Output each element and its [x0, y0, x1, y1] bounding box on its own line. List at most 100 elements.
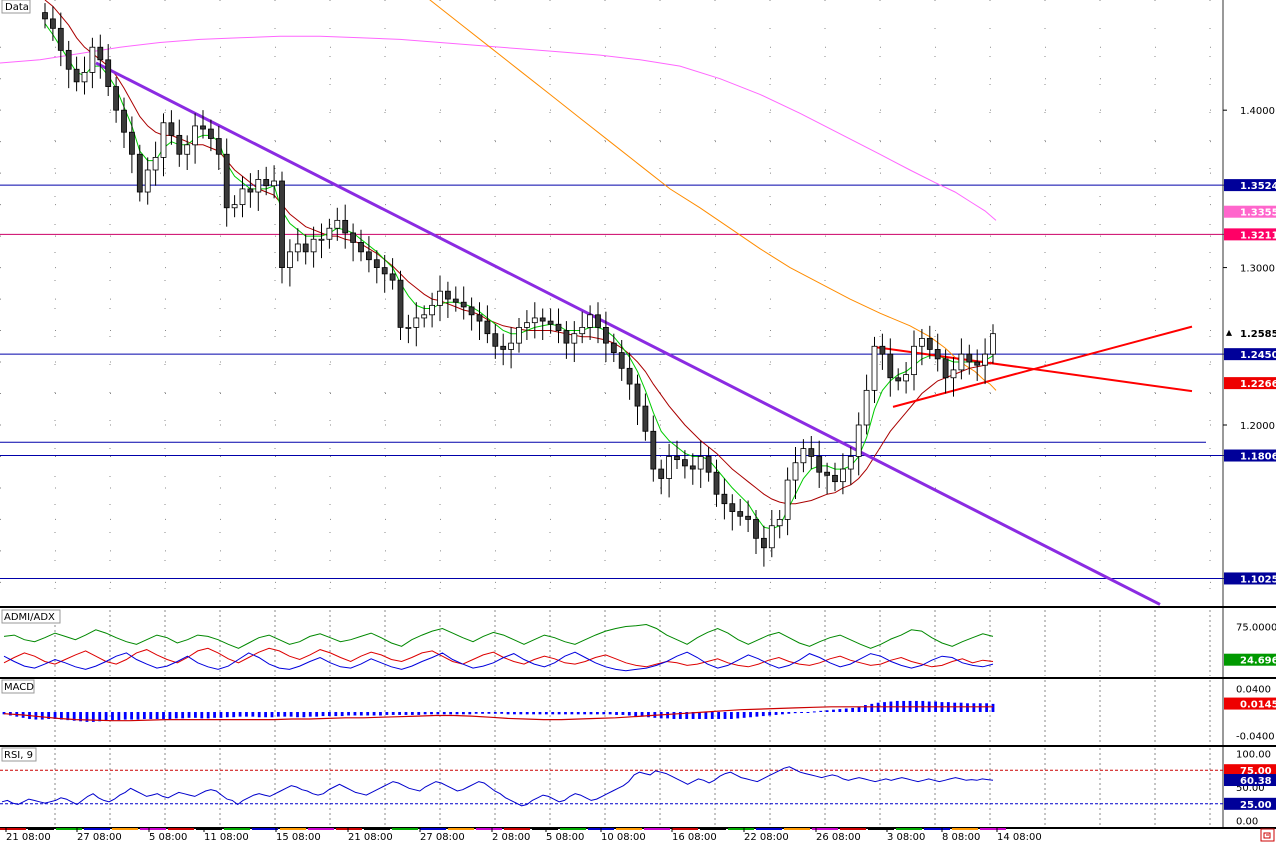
- candle-body: [207, 128, 214, 139]
- macd-bar-123: [787, 712, 791, 714]
- candle-62: [531, 302, 538, 339]
- current-price-label: 1.2585: [1240, 329, 1276, 340]
- macd-bar-50: [321, 712, 325, 717]
- session-stripe: [420, 828, 446, 830]
- pane-title-price: Data: [1, 0, 31, 14]
- macd-bar-152: [972, 703, 976, 712]
- macd-bar-101: [647, 712, 650, 718]
- macd-bar-108: [691, 712, 695, 719]
- candle-108: [895, 368, 902, 391]
- level-label-5: 1.1025: [1240, 574, 1276, 585]
- candle-64: [547, 308, 554, 334]
- candle-body: [666, 456, 672, 479]
- macd-bar-114: [729, 712, 733, 719]
- candle-body: [792, 462, 799, 481]
- candle-65: [555, 308, 562, 344]
- price-tick-label: 1.2000: [1240, 421, 1275, 432]
- candle-81: [682, 450, 688, 479]
- candle-body: [508, 342, 515, 350]
- candle-body: [350, 232, 357, 243]
- candle-46: [405, 314, 412, 344]
- session-stripe: [168, 828, 194, 830]
- corner-button[interactable]: [1260, 828, 1275, 842]
- purple-trendline[interactable]: [95, 61, 1161, 606]
- candle-body: [318, 238, 325, 241]
- macd-bar-77: [493, 712, 497, 714]
- candle-43: [381, 254, 388, 293]
- macd-signal-line: [3, 706, 993, 722]
- candle-body: [800, 448, 807, 464]
- candle-93: [776, 509, 783, 539]
- session-stripe: [280, 828, 306, 830]
- adx-pane-title: ADMI/ADX: [4, 612, 55, 623]
- candle-body: [705, 456, 712, 473]
- rsi-value-label: 60.38: [1240, 776, 1272, 787]
- macd-bar-127: [812, 711, 816, 713]
- session-stripe: [364, 828, 390, 830]
- macd-bar-80: [513, 712, 516, 715]
- triangle-pattern[interactable]: [874, 325, 1193, 408]
- macd-bar-97: [621, 712, 625, 715]
- rsi-grid: [0, 748, 1223, 826]
- session-stripe: [476, 828, 502, 830]
- macd-bar-73: [468, 712, 472, 715]
- time-tick-label: 27 08:00: [420, 832, 465, 842]
- candlesticks: [42, 3, 996, 567]
- candle-102: [847, 447, 854, 485]
- candle-59: [508, 327, 515, 369]
- session-stripe: [308, 828, 334, 830]
- macd-bar-87: [557, 712, 561, 715]
- candle-49: [429, 292, 436, 328]
- rsi-pane[interactable]: RSI, 9: [0, 747, 1223, 826]
- candle-body: [832, 474, 838, 483]
- macd-bar-7: [47, 712, 51, 719]
- macd-bar-22: [142, 712, 146, 719]
- candle-36: [326, 218, 333, 249]
- price-pane[interactable]: Data: [0, 0, 1276, 606]
- candle-body: [919, 338, 925, 347]
- candle-body: [761, 537, 767, 549]
- candle-body: [887, 353, 894, 379]
- candle-75: [634, 374, 641, 425]
- candle-27: [255, 169, 262, 211]
- candle-58: [500, 333, 507, 366]
- session-stripe: [952, 828, 978, 830]
- macd-bar-10: [66, 712, 70, 721]
- macd-value-label-box: [1224, 697, 1276, 710]
- macd-tick-label: 0.0400: [1236, 685, 1271, 696]
- session-stripe: [672, 828, 698, 830]
- candle-37: [334, 207, 341, 241]
- session-stripe: [336, 828, 362, 830]
- macd-bar-99: [634, 712, 638, 717]
- macd-bar-85: [544, 712, 548, 715]
- level-label-2: 1.2450: [1240, 350, 1276, 361]
- candle-105: [871, 336, 878, 403]
- time-tick-label: 10 08:00: [601, 832, 646, 842]
- horizontal-levels: [0, 184, 1276, 579]
- macd-bar-136: [870, 703, 874, 712]
- macd-bar-115: [736, 712, 740, 719]
- macd-bar-40: [257, 712, 261, 718]
- macd-bar-71: [455, 712, 459, 715]
- candle-117: [966, 344, 973, 375]
- candle-body: [879, 345, 886, 355]
- session-stripe: [0, 828, 26, 830]
- rsi-tick-label: 50.00: [1236, 783, 1265, 794]
- candle-29: [271, 165, 278, 199]
- pane-title-rsi: RSI, 9: [1, 747, 37, 762]
- candle-0: [42, 3, 48, 29]
- candle-85: [713, 459, 720, 507]
- candle-body: [974, 361, 981, 366]
- macd-value-label: 0.0145: [1240, 700, 1276, 711]
- macd-bar-63: [404, 712, 408, 715]
- macd-pane[interactable]: MACD: [1, 679, 1211, 744]
- adx-pane[interactable]: ADMI/ADX: [1, 609, 1211, 676]
- session-stripe: [840, 828, 866, 830]
- candle-91: [761, 525, 767, 567]
- macd-bar-38: [245, 712, 248, 717]
- candle-body: [626, 367, 633, 385]
- time-tick-label: 21 08:00: [348, 832, 393, 842]
- session-stripe: [896, 828, 922, 830]
- candle-body: [405, 326, 412, 329]
